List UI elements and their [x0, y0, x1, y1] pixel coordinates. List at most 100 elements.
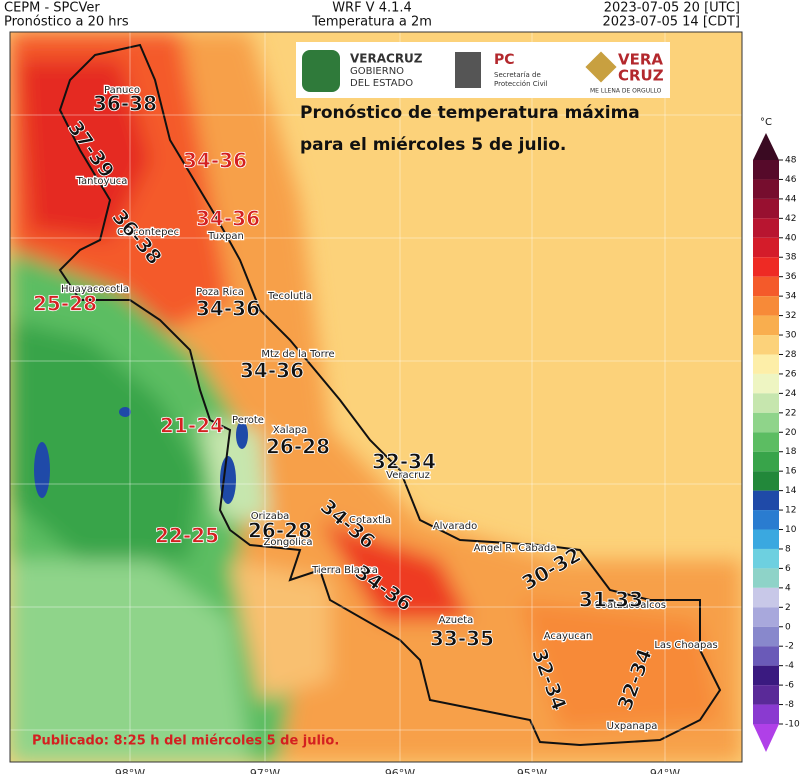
header-text: WRF V 4.1.4: [332, 1, 412, 16]
colorbar-tick-label: 30: [785, 331, 797, 341]
colorbar-extension: [753, 724, 779, 752]
colorbar-tick-label: 10: [785, 525, 797, 535]
colorbar-segment: [753, 607, 779, 627]
colorbar-extension: [753, 133, 779, 160]
colorbar-segment: [753, 218, 779, 238]
state-shield: [302, 50, 340, 92]
temperature-range: 34-36: [196, 297, 260, 321]
colorbar-segment: [753, 237, 779, 258]
logo-banner: VERACRUZ GOBIERNO DEL ESTADO PC Secretar…: [296, 42, 670, 98]
colorbar-tick-label: 0: [785, 622, 791, 632]
temperature-range: 36-38: [93, 92, 157, 116]
colorbar-segment: [753, 646, 779, 666]
colorbar: °C 4846444240383634323028262422201816141…: [753, 117, 800, 752]
colorbar-segment: [753, 704, 779, 724]
place-label: Tierra Blanca: [311, 565, 378, 576]
colorbar-segment: [753, 529, 779, 549]
logo-text: Secretaría de: [494, 71, 541, 79]
place-label: Zongolica: [264, 537, 313, 548]
colorbar-segment: [753, 393, 779, 413]
lon-label: 98°W: [115, 767, 145, 774]
colorbar-segment: [753, 373, 779, 394]
header-text: CEPM - SPCVer: [4, 1, 100, 16]
colorbar-segment: [753, 276, 779, 297]
state-outline: [58, 43, 722, 747]
logo-text: ME LLENA DE ORGULLO: [590, 88, 662, 95]
colorbar-tick-label: 6: [785, 564, 791, 574]
colorbar-tick-label: 8: [785, 544, 791, 554]
temperature-range: 26-28: [248, 519, 312, 543]
colorbar-tick-label: 18: [785, 447, 797, 457]
colorbar-segment: [753, 510, 779, 530]
temperature-range: 25-28: [33, 292, 97, 316]
logo-text: VERA: [618, 51, 663, 69]
colorbar-segment: [753, 354, 779, 374]
place-label: Huayacocotla: [61, 284, 129, 295]
colorbar-segment: [753, 198, 779, 219]
place-label: Perote: [232, 415, 264, 426]
colorbar-segment: [753, 685, 779, 705]
header-text: Temperatura a 2m: [311, 15, 432, 30]
colorbar-tick-label: -6: [785, 681, 794, 691]
temperature-field: [10, 32, 742, 762]
lon-labels: 98°W 97°W 96°W 95°W 94°W: [115, 767, 680, 774]
place-label: Las Choapas: [654, 640, 717, 651]
colorbar-tick-label: 34: [785, 292, 797, 302]
temperature-range: 26-28: [266, 435, 330, 459]
temperature-range: 22-25: [155, 524, 219, 548]
lon-label: 96°W: [385, 767, 415, 774]
place-label: Chicontepec: [117, 227, 179, 238]
place-label: Orizaba: [251, 511, 290, 522]
graticule: [10, 32, 742, 762]
colorbar-segment: [753, 412, 779, 433]
place-label: Cotaxtla: [349, 515, 391, 526]
colorbar-segment: [753, 548, 779, 569]
colorbar-tick-label: -4: [785, 661, 794, 671]
map-frame: [9, 31, 743, 763]
header-text: 2023-07-05 14 [CDT]: [602, 15, 740, 30]
logo-text: DEL ESTADO: [350, 78, 413, 89]
colorbar-tick-label: 44: [785, 194, 797, 204]
place-label: Angel R. Cabada: [474, 543, 557, 554]
colorbar-tick-label: -8: [785, 700, 794, 710]
colorbar-unit: °C: [760, 117, 772, 128]
colorbar-segment: [753, 568, 779, 588]
logo-text: PC: [494, 52, 515, 68]
colorbar-tick-label: 4: [785, 583, 791, 593]
colorbar-tick-label: 26: [785, 369, 797, 379]
colorbar-tick-label: 2: [785, 603, 791, 613]
place-label: Coatzacoalcos: [594, 600, 666, 611]
colorbar-tick-label: 14: [785, 486, 797, 496]
colorbar-tick-label: 32: [785, 311, 796, 321]
place-label: Poza Rica: [196, 287, 244, 298]
logo-text: VERACRUZ: [350, 52, 423, 66]
temperature-range: 34-36: [183, 149, 247, 173]
place-label: Mtz de la Torre: [261, 349, 334, 360]
logo-text: GOBIERNO: [350, 66, 404, 77]
colorbar-segment: [753, 335, 779, 355]
temperature-range: 32-34: [372, 450, 436, 474]
temperature-range: 34-36: [240, 359, 304, 383]
colorbar-tick-label: 20: [785, 428, 797, 438]
logo-text: CRUZ: [618, 67, 664, 85]
colorbar-tick-label: 22: [785, 408, 796, 418]
colorbar-segment: [753, 451, 779, 472]
colorbar-tick-label: 46: [785, 175, 797, 185]
cold-spot: [34, 442, 50, 498]
temperature-range: 21-24: [160, 414, 224, 438]
lon-label: 94°W: [650, 767, 680, 774]
colorbar-tick-label: -2: [785, 642, 794, 652]
colorbar-segment: [753, 296, 779, 316]
place-label: Acayucan: [544, 631, 593, 642]
pc-shield: [455, 52, 481, 88]
cold-spot: [236, 421, 248, 449]
colorbar-tick-label: 12: [785, 506, 796, 516]
colorbar-segment: [753, 665, 779, 686]
header-text: Pronóstico a 20 hrs: [4, 15, 129, 30]
place-label: Veracruz: [386, 470, 430, 481]
colorbar-segment: [753, 315, 779, 336]
lon-label: 95°W: [517, 767, 547, 774]
colorbar-tick-label: 16: [785, 467, 797, 477]
map-area: Panuco Tantoyuca Tuxpan Chicontepec Huayacoc…: [10, 32, 742, 762]
